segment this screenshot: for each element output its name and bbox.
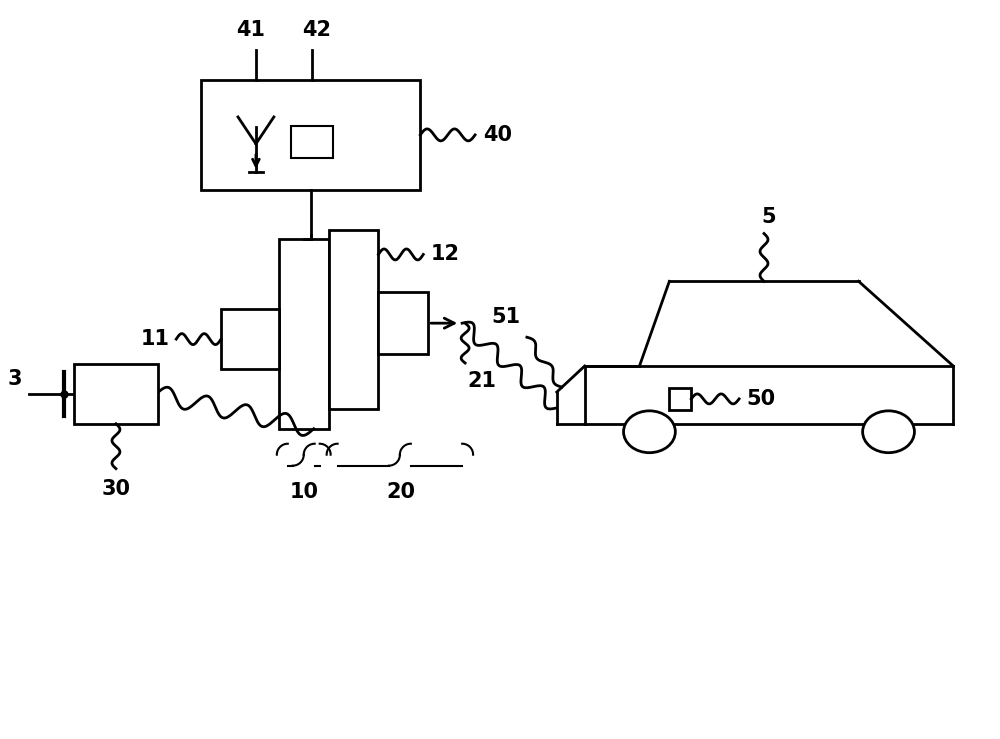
- Text: 42: 42: [302, 20, 331, 40]
- Bar: [669, 388, 691, 410]
- Ellipse shape: [624, 411, 675, 453]
- Bar: [74, 364, 158, 423]
- Bar: [291, 126, 333, 158]
- Text: 12: 12: [430, 245, 459, 265]
- Bar: [329, 230, 378, 409]
- Bar: [221, 309, 279, 369]
- Bar: [201, 80, 420, 190]
- Text: 10: 10: [289, 482, 318, 502]
- Text: 41: 41: [236, 20, 265, 40]
- Text: 3: 3: [7, 369, 22, 389]
- Bar: [378, 293, 428, 354]
- Text: 50: 50: [746, 389, 775, 409]
- Text: 51: 51: [492, 307, 521, 327]
- Ellipse shape: [863, 411, 914, 453]
- Text: 20: 20: [386, 482, 415, 502]
- Bar: [279, 239, 329, 429]
- Text: 30: 30: [101, 479, 130, 499]
- Text: 5: 5: [762, 206, 776, 227]
- Polygon shape: [271, 131, 291, 153]
- Text: 11: 11: [140, 329, 169, 349]
- Text: 40: 40: [483, 125, 512, 145]
- Text: 21: 21: [467, 371, 496, 391]
